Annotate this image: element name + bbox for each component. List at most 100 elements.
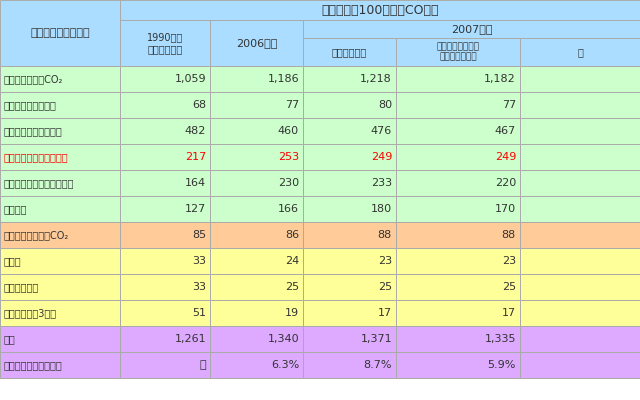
Bar — [0, 326, 120, 352]
Bar — [120, 300, 210, 326]
Text: 220: 220 — [495, 178, 516, 188]
Bar — [303, 66, 396, 92]
Bar — [520, 326, 640, 352]
Text: エネルギー起源CO₂: エネルギー起源CO₂ — [4, 74, 63, 84]
Text: 85: 85 — [192, 230, 206, 240]
Text: 23: 23 — [502, 256, 516, 266]
Text: 非エネルギー起源CO₂: 非エネルギー起源CO₂ — [4, 230, 69, 240]
Text: 産業部門（工場など）: 産業部門（工場など） — [4, 126, 63, 136]
Bar — [120, 0, 640, 20]
Bar — [0, 300, 120, 326]
Bar — [0, 118, 120, 144]
Bar — [520, 196, 640, 222]
Text: 試: 試 — [577, 47, 583, 57]
Bar — [520, 222, 640, 248]
Text: 233: 233 — [371, 178, 392, 188]
Text: 一酸化二窒素: 一酸化二窒素 — [4, 282, 39, 292]
Bar — [303, 248, 396, 274]
Text: 1,371: 1,371 — [360, 334, 392, 344]
Text: （基準年度比の増減）: （基準年度比の増減） — [4, 360, 63, 370]
Bar — [120, 352, 210, 378]
Text: 1,218: 1,218 — [360, 74, 392, 84]
Text: 51: 51 — [192, 308, 206, 318]
Bar — [396, 326, 520, 352]
Bar — [120, 144, 210, 170]
Bar — [396, 248, 520, 274]
Text: 25: 25 — [502, 282, 516, 292]
Bar — [520, 248, 640, 274]
Text: 家庭部門: 家庭部門 — [4, 204, 28, 214]
Text: 8.7%: 8.7% — [364, 360, 392, 370]
Text: 460: 460 — [278, 126, 299, 136]
Bar — [396, 118, 520, 144]
Bar — [520, 118, 640, 144]
Text: 127: 127 — [185, 204, 206, 214]
Bar — [303, 222, 396, 248]
Text: 217: 217 — [185, 152, 206, 162]
Bar — [520, 274, 640, 300]
Text: 運輸部門（自動車など）: 運輸部門（自動車など） — [4, 152, 68, 162]
Bar — [120, 326, 210, 352]
Bar — [120, 248, 210, 274]
Text: 6.3%: 6.3% — [271, 360, 299, 370]
Text: 1,335: 1,335 — [484, 334, 516, 344]
Text: 1,261: 1,261 — [174, 334, 206, 344]
Text: 249: 249 — [371, 152, 392, 162]
Bar — [396, 274, 520, 300]
Text: 代替フロン答3ガス: 代替フロン答3ガス — [4, 308, 57, 318]
Bar — [0, 144, 120, 170]
Text: 5.9%: 5.9% — [488, 360, 516, 370]
Text: 86: 86 — [285, 230, 299, 240]
Bar — [120, 66, 210, 92]
Bar — [303, 352, 396, 378]
Bar — [303, 144, 396, 170]
Bar — [210, 300, 303, 326]
Text: 2006年度: 2006年度 — [236, 38, 277, 48]
Text: 80: 80 — [378, 100, 392, 110]
Text: 476: 476 — [371, 126, 392, 136]
Bar — [303, 274, 396, 300]
Text: 2007年度: 2007年度 — [451, 24, 492, 34]
Bar — [210, 66, 303, 92]
Text: 排出量　（100万トンCO２）: 排出量 （100万トンCO２） — [321, 4, 439, 16]
Text: 19: 19 — [285, 308, 299, 318]
Text: 33: 33 — [192, 256, 206, 266]
Text: 166: 166 — [278, 204, 299, 214]
Bar — [396, 222, 520, 248]
Bar — [520, 300, 640, 326]
Bar — [210, 326, 303, 352]
Bar — [520, 144, 640, 170]
Text: 合計: 合計 — [4, 334, 16, 344]
Bar — [210, 144, 303, 170]
Bar — [0, 248, 120, 274]
Text: 180: 180 — [371, 204, 392, 214]
Text: 25: 25 — [378, 282, 392, 292]
Text: 88: 88 — [502, 230, 516, 240]
Text: 業務部門（オフィスなど）: 業務部門（オフィスなど） — [4, 178, 74, 188]
Text: －: － — [200, 360, 206, 370]
Text: 温室効果ガスの種類: 温室効果ガスの種類 — [30, 28, 90, 38]
Bar — [520, 352, 640, 378]
Bar — [396, 92, 520, 118]
Bar — [396, 38, 520, 66]
Text: 170: 170 — [495, 204, 516, 214]
Bar — [396, 144, 520, 170]
Text: 実績（速報）: 実績（速報） — [332, 47, 367, 57]
Bar — [0, 92, 120, 118]
Bar — [210, 92, 303, 118]
Text: 24: 24 — [285, 256, 299, 266]
Bar — [210, 222, 303, 248]
Bar — [303, 38, 396, 66]
Text: 33: 33 — [192, 282, 206, 292]
Bar — [396, 300, 520, 326]
Text: 482: 482 — [184, 126, 206, 136]
Bar — [520, 66, 640, 92]
Bar — [396, 352, 520, 378]
Bar — [210, 196, 303, 222]
Text: 68: 68 — [192, 100, 206, 110]
Bar — [210, 170, 303, 196]
Bar — [0, 222, 120, 248]
Text: 164: 164 — [185, 178, 206, 188]
Text: 23: 23 — [378, 256, 392, 266]
Bar — [303, 92, 396, 118]
